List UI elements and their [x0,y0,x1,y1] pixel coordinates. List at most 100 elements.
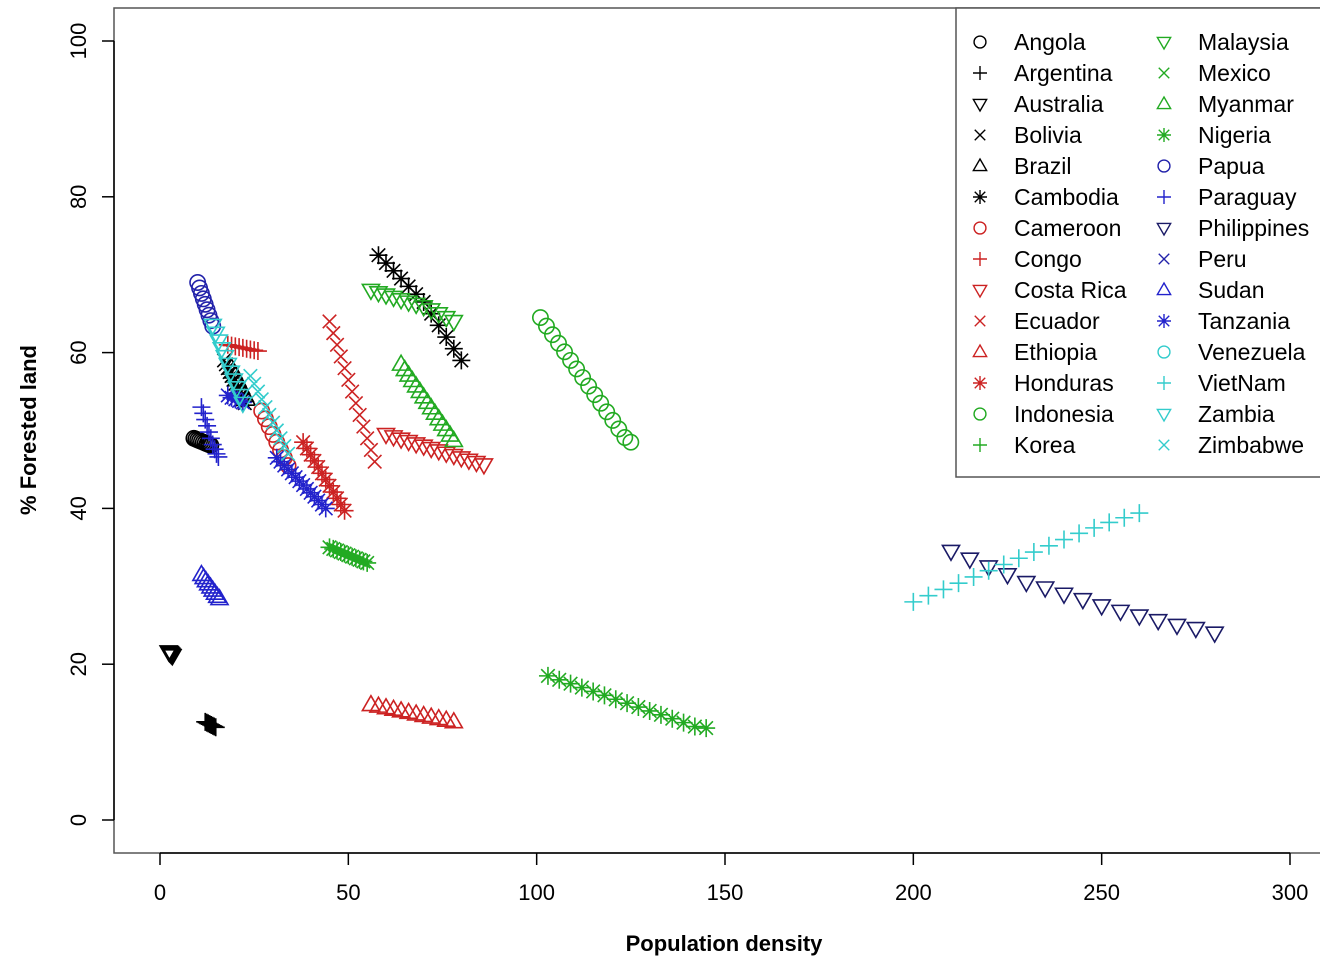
data-point [618,694,637,713]
legend-label: Brazil [1014,153,1072,179]
data-point [451,451,472,469]
legend-item: Ethiopia [972,339,1097,365]
legend-item: Venezuela [1157,339,1306,365]
legend-item: Zimbabwe [1158,432,1304,458]
legend-marker [973,407,987,421]
data-point [354,552,373,571]
data-point [276,438,292,454]
x-tick-label: 250 [1083,880,1120,905]
data-point [1115,508,1134,527]
legend-marker [973,252,987,266]
y-tick-label: 100 [66,23,91,60]
legend-label: Peru [1198,246,1247,272]
legend-marker [972,284,988,299]
data-point [1130,504,1149,523]
data-point [384,261,403,280]
legend-marker [1156,95,1172,110]
series-indonesia [531,309,640,451]
legend-item: Congo [973,246,1082,272]
data-point [320,476,339,495]
data-point [205,440,224,459]
data-point [466,455,487,474]
legend-marker [974,129,986,141]
series-vietnam [904,504,1149,611]
data-point [1091,599,1112,617]
data-point [369,246,388,265]
data-point [422,304,441,323]
data-point [413,299,434,318]
data-point [358,553,377,572]
data-point [1035,581,1056,599]
data-point [377,254,395,273]
legend-marker [973,438,987,452]
data-point [324,483,343,502]
legend-marker [1157,159,1171,173]
data-point [398,295,419,313]
data-point [550,334,567,352]
legend-item: Ecuador [974,308,1100,334]
data-point [629,698,648,717]
data-point [331,495,350,514]
data-point [305,451,324,470]
legend-marker [1156,408,1172,423]
legend-item: Angola [973,29,1086,55]
legend-label: Indonesia [1014,401,1114,427]
series-cameroon [253,402,297,475]
y-tick-label: 60 [66,340,91,364]
data-point [941,544,961,562]
legend-item: Costa Rica [972,277,1127,303]
legend-label: Congo [1014,246,1082,272]
data-point [294,433,313,452]
data-point [598,403,616,421]
data-point [343,547,362,566]
data-point [979,561,998,580]
series-sudan [191,564,230,606]
data-point [280,446,296,462]
data-point [1016,575,1037,594]
data-point [301,445,320,464]
legend-marker [972,157,988,172]
data-point [265,415,281,431]
legend-label: Venezuela [1198,339,1306,365]
series-argentina [196,712,225,737]
data-point [232,396,253,414]
legend-item: Papua [1157,153,1265,179]
data-point [572,678,591,697]
y-axis-title: % Forested land [16,345,41,515]
series-costa-rica [376,427,494,476]
data-point [344,384,360,399]
data-point [595,686,614,705]
data-point [230,391,249,410]
series-zambia [202,318,253,414]
data-point [606,690,625,709]
data-point [352,407,367,423]
data-point [203,435,222,454]
data-point [392,269,411,288]
data-point [367,454,383,469]
data-point [233,393,252,412]
data-point [904,592,923,611]
data-point [1054,587,1074,605]
series-ethiopia [360,694,464,729]
data-point [414,292,433,311]
data-point [363,442,379,458]
data-point [322,314,337,329]
data-point [383,290,404,308]
legend-item: Myanmar [1156,91,1294,117]
legend-marker [973,190,987,204]
y-tick-label: 20 [66,652,91,676]
data-point [574,369,592,386]
data-point [273,430,288,446]
series-papua [189,274,222,335]
data-point [616,429,634,446]
legend-marker [1157,190,1171,204]
legend-label: Philippines [1198,215,1309,241]
legend-item: Tanzania [1157,308,1290,334]
data-point [312,464,331,483]
data-point [538,666,557,685]
data-point [339,546,358,565]
data-point [610,420,628,438]
legend-marker [1156,36,1172,51]
legend-label: Tanzania [1198,308,1290,334]
